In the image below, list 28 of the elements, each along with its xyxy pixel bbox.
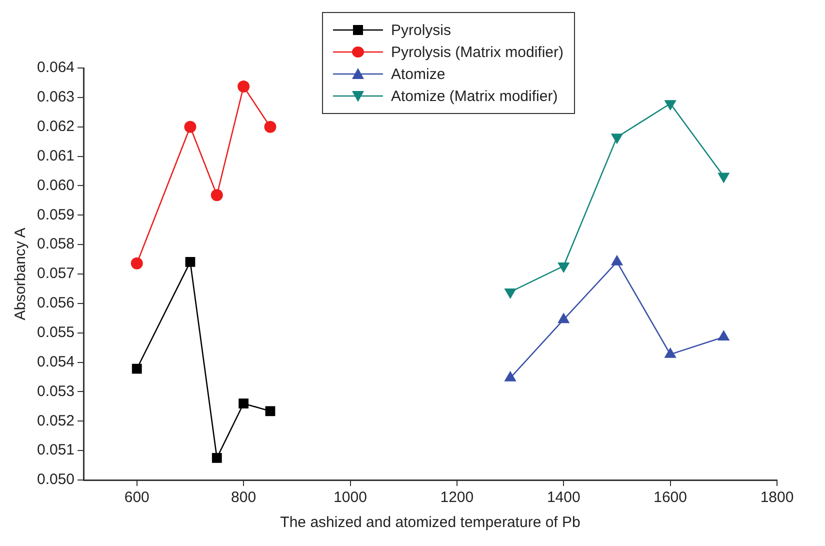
legend-label: Atomize (Matrix modifier)	[391, 88, 558, 104]
x-tick-label: 1800	[760, 489, 794, 506]
y-tick-label: 0.051	[36, 442, 75, 459]
y-axis-title: Absorbancy A	[12, 228, 30, 320]
y-tick-label: 0.060	[36, 176, 75, 194]
x-tick-label: 1600	[654, 489, 687, 506]
x-tick-label: 1000	[334, 489, 367, 506]
legend-label: Atomize	[391, 66, 446, 82]
y-tick-label: 0.064	[36, 59, 75, 76]
x-axis-title: The ashized and atomized temperature of Pb	[280, 514, 580, 532]
y-tick-label: 0.063	[36, 88, 75, 106]
y-tick-label: 0.062	[36, 118, 75, 135]
x-tick-label: 800	[231, 489, 256, 506]
y-tick-label: 0.055	[36, 324, 75, 341]
legend-label: Pyrolysis	[391, 22, 452, 38]
legend-label: Pyrolysis (Matrix modifier)	[391, 44, 564, 60]
x-tick-label: 1400	[546, 489, 580, 506]
y-tick-label: 0.056	[36, 294, 75, 312]
y-tick-label: 0.050	[36, 471, 75, 488]
y-tick-label: 0.054	[36, 353, 75, 370]
x-tick-label: 600	[124, 489, 150, 506]
y-tick-label: 0.059	[36, 206, 75, 224]
y-tick-label: 0.058	[36, 236, 75, 253]
y-tick-label: 0.053	[36, 382, 75, 400]
y-tick-label: 0.061	[36, 147, 75, 164]
x-tick-label: 1200	[440, 489, 474, 506]
y-tick-label: 0.057	[36, 265, 75, 282]
y-tick-label: 0.052	[36, 412, 75, 430]
